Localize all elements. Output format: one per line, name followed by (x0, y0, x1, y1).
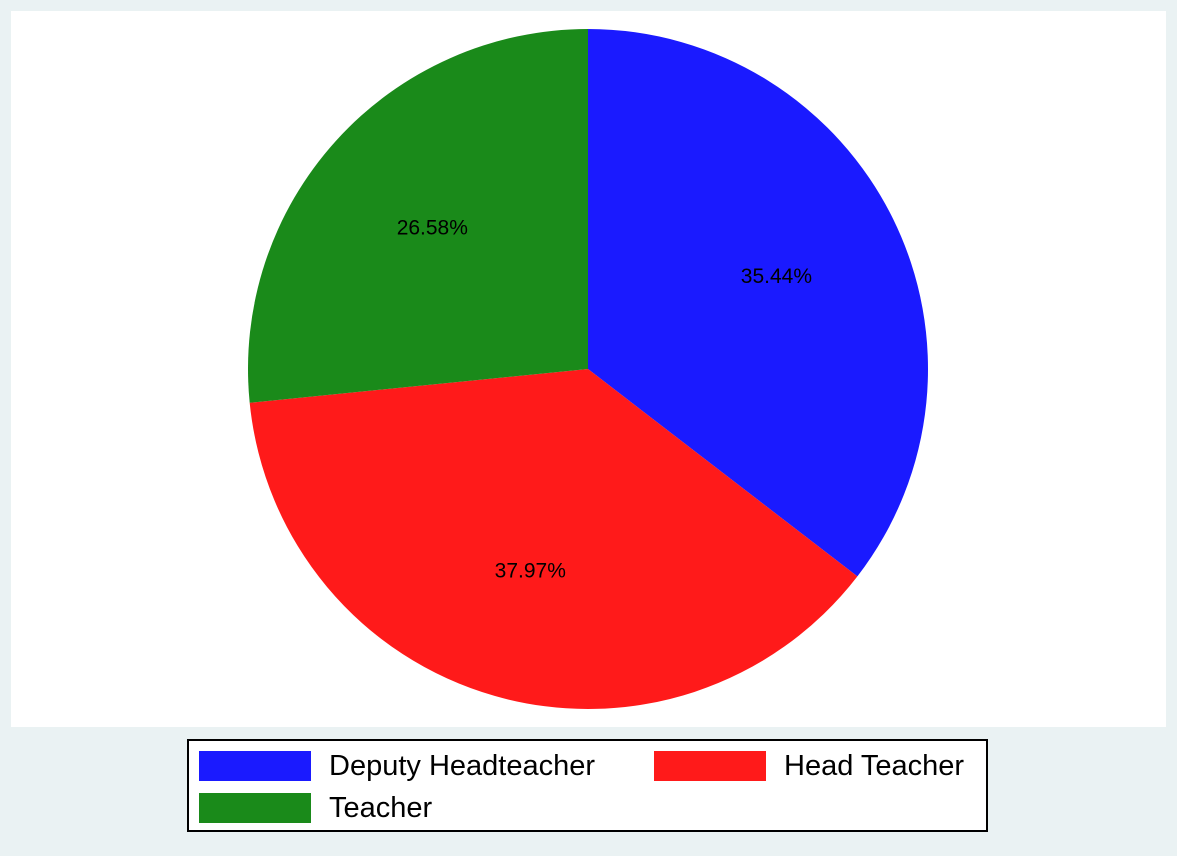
legend-swatch-deputy-headteacher (199, 751, 311, 781)
legend-label-head-teacher: Head Teacher (784, 750, 965, 782)
legend-label-deputy-headteacher: Deputy Headteacher (329, 750, 595, 782)
legend: Deputy Headteacher Head Teacher Teacher (187, 739, 988, 832)
pie-slices (247, 29, 928, 709)
legend-item-head-teacher: Head Teacher (654, 751, 964, 781)
legend-item-deputy-headteacher: Deputy Headteacher (199, 751, 595, 781)
pie-slice-teacher (247, 29, 588, 403)
pie-slice-labels: 35.44% 37.97% 26.58% (397, 217, 812, 583)
pie-slice-deputy-headteacher (588, 29, 928, 577)
legend-swatch-teacher (199, 793, 311, 823)
slice-value-label-head-teacher: 37.97% (495, 559, 566, 582)
legend-item-teacher: Teacher (199, 793, 432, 823)
slice-value-label-teacher: 26.58% (397, 217, 468, 240)
slice-value-label-deputy-headteacher: 35.44% (741, 265, 812, 288)
legend-swatch-head-teacher (654, 751, 766, 781)
legend-label-teacher: Teacher (329, 792, 433, 824)
pie-slice-head-teacher (249, 369, 858, 709)
